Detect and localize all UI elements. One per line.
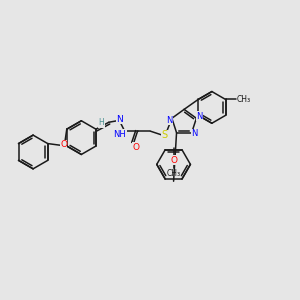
Text: N: N <box>196 112 203 121</box>
Text: O: O <box>170 156 177 165</box>
Text: N: N <box>166 116 172 125</box>
Text: S: S <box>161 130 167 140</box>
Text: N: N <box>191 129 198 138</box>
Text: NH: NH <box>113 130 126 139</box>
Text: CH₃: CH₃ <box>236 95 250 104</box>
Text: O: O <box>132 142 139 152</box>
Text: H: H <box>98 118 104 127</box>
Text: CH₃: CH₃ <box>167 169 181 178</box>
Text: O: O <box>60 140 67 149</box>
Text: N: N <box>116 115 123 124</box>
